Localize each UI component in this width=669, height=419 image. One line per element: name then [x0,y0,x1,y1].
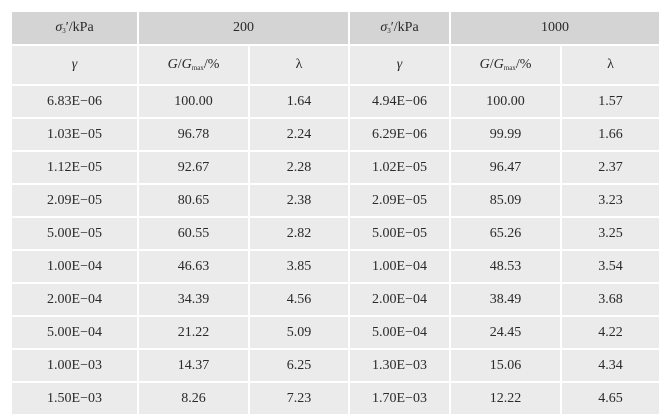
modulus-ratio-header-1: G/Gmax/% [137,44,250,86]
damping-ratio-cell: 1.66 [560,117,661,152]
strain-cell: 4.94E−06 [348,84,451,119]
damping-ratio-cell: 4.34 [560,348,661,383]
table-row: 2.09E−05 80.65 2.38 2.09E−05 85.09 3.23 [10,183,661,218]
strain-cell: 1.02E−05 [348,150,451,185]
damping-ratio-cell: 5.09 [248,315,350,350]
modulus-ratio-cell: 80.65 [137,183,250,218]
modulus-ratio-cell: 99.99 [449,117,562,152]
confining-stress-label-2: σ3′/kPa [348,10,451,46]
damping-ratio-cell: 4.22 [560,315,661,350]
modulus-ratio-header-2: G/Gmax/% [449,44,562,86]
modulus-ratio-cell: 96.78 [137,117,250,152]
modulus-ratio-cell: 12.22 [449,381,562,416]
modulus-ratio-cell: 14.37 [137,348,250,383]
strain-cell: 5.00E−04 [348,315,451,350]
strain-header-2: γ [348,44,451,86]
modulus-ratio-cell: 96.47 [449,150,562,185]
table-row: 2.00E−04 34.39 4.56 2.00E−04 38.49 3.68 [10,282,661,317]
damping-ratio-cell: 2.82 [248,216,350,251]
strain-cell: 2.09E−05 [348,183,451,218]
modulus-ratio-cell: 92.67 [137,150,250,185]
confining-stress-label-1: σ3′/kPa [10,10,139,46]
damping-ratio-cell: 3.68 [560,282,661,317]
damping-ratio-cell: 1.57 [560,84,661,119]
modulus-ratio-cell: 24.45 [449,315,562,350]
table-row: 1.50E−03 8.26 7.23 1.70E−03 12.22 4.65 [10,381,661,416]
strain-cell: 2.09E−05 [10,183,139,218]
damping-ratio-header-1: λ [248,44,350,86]
damping-ratio-cell: 3.25 [560,216,661,251]
confining-stress-value-2: 1000 [449,10,661,46]
strain-cell: 5.00E−05 [348,216,451,251]
table-row: 1.12E−05 92.67 2.28 1.02E−05 96.47 2.37 [10,150,661,185]
strain-cell: 1.30E−03 [348,348,451,383]
damping-ratio-header-2: λ [560,44,661,86]
modulus-ratio-cell: 100.00 [137,84,250,119]
damping-ratio-cell: 6.25 [248,348,350,383]
data-table: σ3′/kPa 200 σ3′/kPa 1000 γ G/Gmax/% λ γ … [10,10,661,416]
strain-cell: 5.00E−05 [10,216,139,251]
damping-ratio-cell: 2.37 [560,150,661,185]
strain-cell: 5.00E−04 [10,315,139,350]
modulus-ratio-cell: 60.55 [137,216,250,251]
damping-ratio-cell: 4.65 [560,381,661,416]
strain-cell: 2.00E−04 [348,282,451,317]
strain-cell: 6.83E−06 [10,84,139,119]
damping-ratio-cell: 3.23 [560,183,661,218]
table-body: 6.83E−06 100.00 1.64 4.94E−06 100.00 1.57 1.03… [10,84,661,416]
strain-cell: 1.00E−04 [348,249,451,284]
modulus-ratio-cell: 15.06 [449,348,562,383]
modulus-ratio-cell: 65.26 [449,216,562,251]
damping-ratio-cell: 2.28 [248,150,350,185]
strain-cell: 2.00E−04 [10,282,139,317]
damping-ratio-cell: 3.85 [248,249,350,284]
damping-ratio-cell: 7.23 [248,381,350,416]
modulus-ratio-cell: 48.53 [449,249,562,284]
column-header-row: γ G/Gmax/% λ γ G/Gmax/% λ [10,44,661,86]
modulus-ratio-cell: 85.09 [449,183,562,218]
table-row: 1.00E−04 46.63 3.85 1.00E−04 48.53 3.54 [10,249,661,284]
strain-cell: 1.00E−04 [10,249,139,284]
table-row: 1.03E−05 96.78 2.24 6.29E−06 99.99 1.66 [10,117,661,152]
damping-ratio-cell: 1.64 [248,84,350,119]
strain-cell: 6.29E−06 [348,117,451,152]
table-row: 1.00E−03 14.37 6.25 1.30E−03 15.06 4.34 [10,348,661,383]
damping-ratio-cell: 4.56 [248,282,350,317]
table-row: 5.00E−05 60.55 2.82 5.00E−05 65.26 3.25 [10,216,661,251]
strain-cell: 1.03E−05 [10,117,139,152]
modulus-ratio-cell: 46.63 [137,249,250,284]
damping-ratio-cell: 2.38 [248,183,350,218]
strain-cell: 1.00E−03 [10,348,139,383]
table-row: 5.00E−04 21.22 5.09 5.00E−04 24.45 4.22 [10,315,661,350]
modulus-ratio-cell: 34.39 [137,282,250,317]
damping-ratio-cell: 2.24 [248,117,350,152]
strain-header-1: γ [10,44,139,86]
strain-cell: 1.70E−03 [348,381,451,416]
modulus-ratio-cell: 38.49 [449,282,562,317]
confining-stress-value-1: 200 [137,10,350,46]
modulus-ratio-cell: 100.00 [449,84,562,119]
modulus-ratio-cell: 21.22 [137,315,250,350]
table-row: 6.83E−06 100.00 1.64 4.94E−06 100.00 1.57 [10,84,661,119]
strain-cell: 1.50E−03 [10,381,139,416]
strain-cell: 1.12E−05 [10,150,139,185]
damping-ratio-cell: 3.54 [560,249,661,284]
header-row: σ3′/kPa 200 σ3′/kPa 1000 [10,10,661,46]
modulus-ratio-cell: 8.26 [137,381,250,416]
